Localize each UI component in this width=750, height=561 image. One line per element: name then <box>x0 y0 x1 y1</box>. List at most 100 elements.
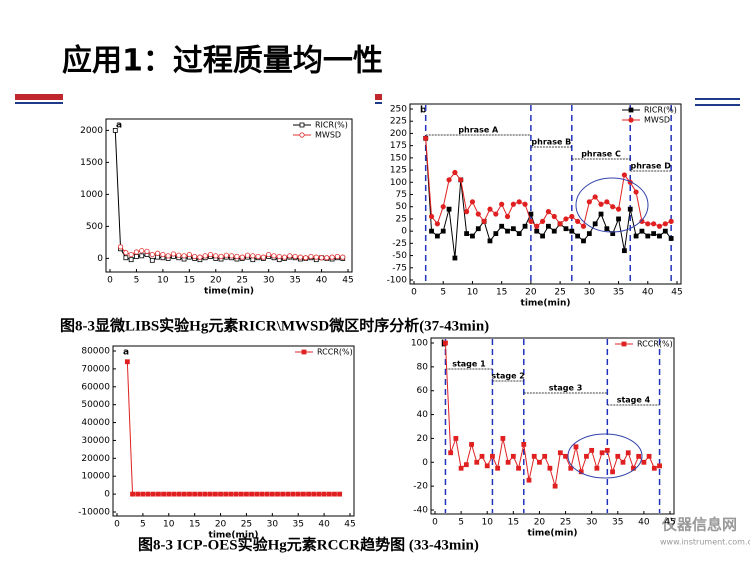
x-tick-label: 0 <box>432 518 438 528</box>
point <box>452 255 458 261</box>
point <box>604 199 610 205</box>
y-tick-label: 250 <box>390 105 407 115</box>
point <box>244 491 249 497</box>
point <box>499 223 505 229</box>
point <box>276 253 282 260</box>
y-tick-label: 100 <box>411 339 428 349</box>
x-tick-label: 25 <box>241 520 252 530</box>
x-tick-label: 35 <box>292 520 303 530</box>
panel-label: a <box>116 121 122 131</box>
y-tick-label: -25 <box>392 239 407 249</box>
point <box>228 491 234 497</box>
point <box>510 226 516 232</box>
point <box>308 253 314 260</box>
point <box>254 491 260 497</box>
point <box>306 491 311 497</box>
point <box>542 453 548 459</box>
point <box>469 441 474 447</box>
point <box>324 255 330 261</box>
y-tick-label: 0 <box>97 254 103 264</box>
point <box>340 254 346 260</box>
point <box>545 209 552 215</box>
x-tick-label: 15 <box>496 288 507 298</box>
point <box>332 491 337 497</box>
point <box>569 228 575 234</box>
y-tick-label: 30000 <box>81 436 110 446</box>
point <box>156 491 161 497</box>
point <box>448 450 454 456</box>
point <box>128 257 134 263</box>
point <box>636 453 642 459</box>
y-tick-label: 75 <box>396 190 407 200</box>
point <box>260 254 266 260</box>
point <box>598 211 604 217</box>
point <box>526 477 532 483</box>
x-tick-label: 35 <box>612 518 623 528</box>
point <box>657 463 662 469</box>
point <box>493 231 499 236</box>
x-tick-label: 40 <box>318 520 330 530</box>
point <box>264 491 270 497</box>
point <box>633 233 639 239</box>
point <box>547 465 553 471</box>
point <box>160 251 166 258</box>
x-tick-label: 5 <box>140 520 146 530</box>
point <box>516 199 522 205</box>
point <box>557 221 563 227</box>
point <box>546 223 551 229</box>
highlight-ellipse <box>575 177 649 233</box>
x-tick-label: 25 <box>560 518 571 528</box>
point <box>504 213 511 220</box>
y-tick-label: 80000 <box>81 347 110 357</box>
point <box>249 491 255 497</box>
caption: 图8-3显微LIBS实验Hg元素RICR\MWSD微区时序分析(37-43min… <box>60 316 489 334</box>
point <box>161 491 167 497</box>
point <box>213 253 219 259</box>
point <box>521 441 527 447</box>
point <box>155 250 161 256</box>
point <box>140 491 146 497</box>
point <box>625 450 631 456</box>
point <box>662 228 668 234</box>
point <box>207 491 213 497</box>
phase-label: stage 4 <box>617 396 651 405</box>
decor-bar <box>375 102 382 104</box>
point <box>537 459 542 465</box>
point <box>539 218 546 224</box>
series-line <box>126 361 340 495</box>
caption: 图8-3 ICP-OES实验Hg元素RCCR趋势图 (33-43min) <box>138 535 479 553</box>
point <box>301 349 307 355</box>
point <box>123 255 129 261</box>
point <box>171 491 177 497</box>
point <box>534 223 540 229</box>
point <box>592 194 598 200</box>
point <box>443 340 448 346</box>
x-tick-label: 10 <box>481 518 493 528</box>
point <box>139 248 145 254</box>
point <box>621 172 628 178</box>
point <box>275 491 280 497</box>
point <box>133 249 140 255</box>
point <box>540 233 545 239</box>
point <box>531 453 537 459</box>
point <box>475 226 481 232</box>
legend-label: MWSD <box>315 131 341 140</box>
y-tick-label: 225 <box>390 117 407 127</box>
point <box>130 491 135 497</box>
point <box>522 201 528 207</box>
point <box>475 211 481 217</box>
point <box>299 132 305 138</box>
point <box>452 169 458 176</box>
x-axis-label: time(min) <box>521 299 571 309</box>
point <box>528 218 534 224</box>
point <box>615 206 622 212</box>
point <box>135 491 141 497</box>
point <box>326 491 332 497</box>
point <box>423 135 429 141</box>
x-tick-label: 0 <box>114 520 120 530</box>
point <box>620 459 626 465</box>
point <box>470 233 475 239</box>
point <box>134 254 139 259</box>
y-tick-label: -100 <box>387 276 408 286</box>
